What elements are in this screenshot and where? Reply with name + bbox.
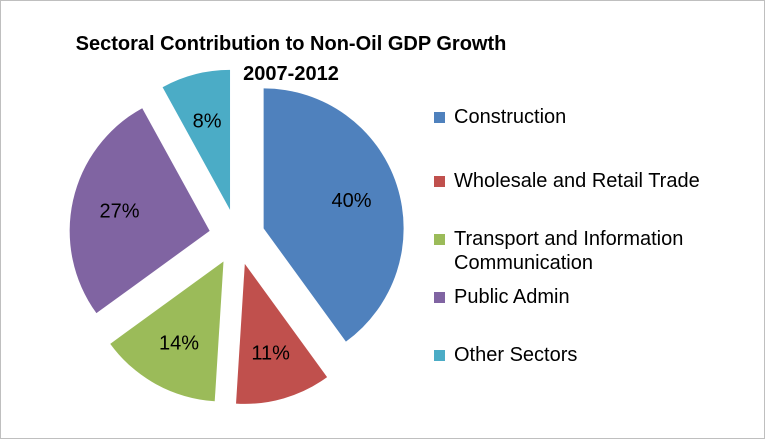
legend-swatch [434,112,445,123]
legend-swatch [434,292,445,303]
legend-swatch [434,234,445,245]
pie-slice-construction [263,88,404,342]
pie-slice-other-sectors [162,69,231,210]
slice-label-wholesale-and-retail-trade: 11% [251,343,290,365]
legend-label: Wholesale and Retail Trade [454,170,700,192]
slice-label-other-sectors: 8% [193,110,222,132]
legend-label: Other Sectors [454,344,578,366]
slice-label-construction: 40% [331,190,371,212]
slice-label-transport-and-information-communication: 14% [159,333,199,355]
legend-label: Construction [454,106,567,128]
slice-label-public-admin: 27% [99,201,139,223]
legend-label: Transport and Information Communication [454,228,684,274]
legend-swatch [434,176,445,187]
chart-title: Sectoral Contribution to Non-Oil GDP Gro… [75,33,507,85]
legend-swatch [434,350,445,361]
chart-area: Sectoral Contribution to Non-Oil GDP Gro… [0,0,765,439]
pie-slice-public-admin [69,108,210,314]
pie-slice-wholesale-and-retail-trade [236,263,328,404]
pie-slice-transport-and-information-communication [110,261,224,402]
legend-label: Public Admin [454,286,570,308]
